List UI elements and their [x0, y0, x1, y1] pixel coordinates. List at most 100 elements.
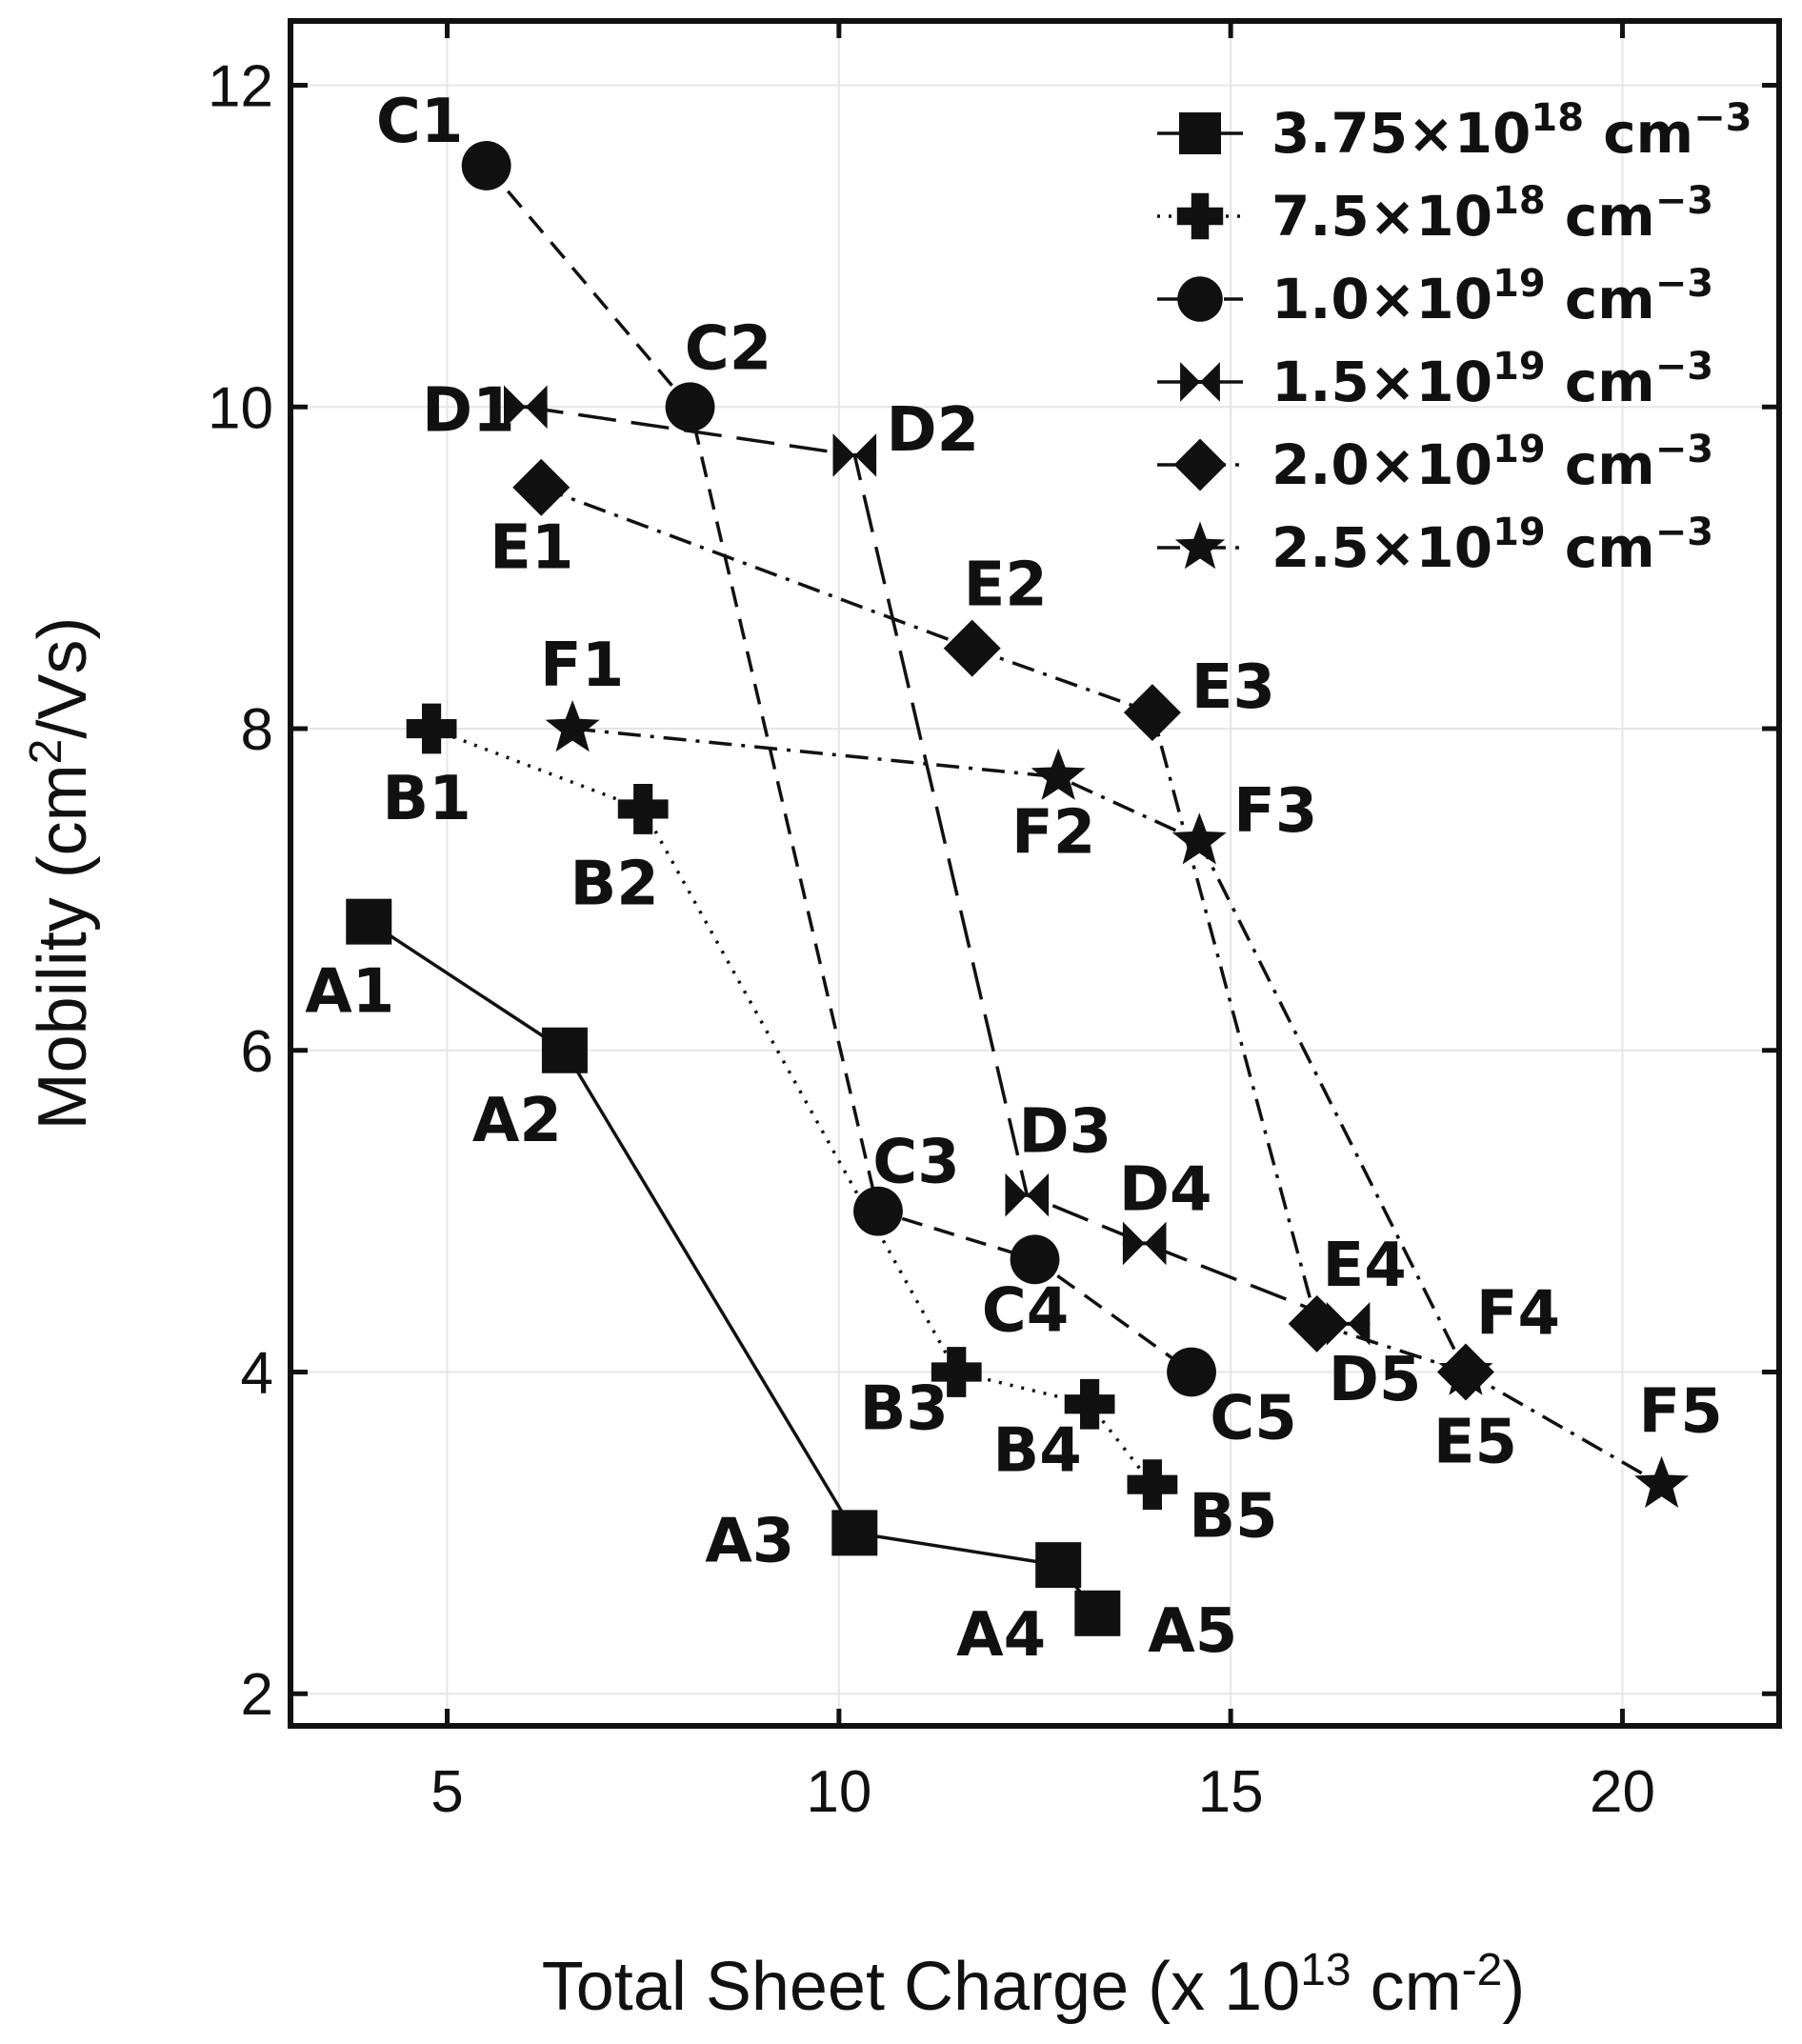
data-point-b3	[931, 1347, 982, 1397]
legend-marker	[1173, 438, 1227, 491]
point-label-d1: D1	[422, 375, 515, 446]
data-point-e4	[1288, 1294, 1346, 1353]
series-1	[346, 898, 1121, 1636]
series-4	[503, 385, 1371, 1346]
data-point-b5	[1127, 1459, 1178, 1511]
y-tick-label: 6	[241, 1019, 273, 1085]
legend-entry-3: 1.0×1019 cm−3	[1157, 262, 1713, 331]
x-axis-title: Total Sheet Charge (x 1013 cm-2)	[542, 1945, 1526, 2026]
point-label-a3: A3	[705, 1506, 794, 1576]
grid-layer	[290, 21, 1779, 1726]
data-point-f2	[1031, 748, 1086, 800]
series-3	[461, 141, 1216, 1397]
series-layer	[346, 141, 1690, 1636]
data-point-a5	[1074, 1590, 1121, 1636]
x-tick-label: 5	[430, 1759, 463, 1825]
legend-label: 1.5×1019 cm−3	[1271, 345, 1713, 414]
point-label-d3: D3	[1018, 1097, 1111, 1168]
point-label-c2: C2	[685, 313, 772, 384]
data-point-f3	[1171, 812, 1227, 865]
y-tick-label: 2	[241, 1662, 273, 1728]
data-point-d4	[1122, 1221, 1167, 1266]
y-tick-label: 12	[208, 54, 273, 120]
legend-marker	[1176, 192, 1224, 240]
data-point-b1	[406, 703, 457, 754]
legend-marker	[1174, 521, 1226, 570]
data-point-b4	[1064, 1378, 1115, 1430]
data-point-c3	[853, 1186, 903, 1236]
y-tick-label: 8	[241, 697, 273, 763]
point-label-a4: A4	[956, 1600, 1046, 1671]
point-label-b5: B5	[1189, 1482, 1277, 1553]
data-point-c1	[461, 141, 511, 190]
data-point-c2	[665, 382, 715, 432]
point-label-a2: A2	[472, 1086, 562, 1156]
point-label-c3: C3	[872, 1128, 960, 1198]
data-point-d3	[1005, 1172, 1050, 1217]
point-label-e3: E3	[1191, 652, 1275, 723]
data-point-e2	[943, 619, 1001, 677]
y-tick-label: 4	[241, 1340, 273, 1406]
point-label-a1: A1	[305, 957, 394, 1028]
data-point-d1	[503, 385, 548, 430]
legend-label: 2.5×1019 cm−3	[1271, 511, 1713, 580]
point-label-e5: E5	[1433, 1407, 1517, 1477]
legend-marker	[1177, 276, 1223, 322]
point-label-a5: A5	[1148, 1596, 1237, 1667]
point-label-e4: E4	[1323, 1231, 1407, 1301]
data-point-e1	[512, 458, 571, 516]
point-label-f2: F2	[1011, 798, 1095, 869]
data-point-f5	[1634, 1455, 1690, 1508]
y-axis-title: Mobility (cm2/Vs)	[21, 617, 102, 1131]
legend-label: 1.0×1019 cm−3	[1271, 262, 1713, 331]
series-2	[406, 703, 1178, 1511]
data-point-c4	[1010, 1234, 1060, 1285]
data-point-a1	[346, 898, 392, 945]
data-point-a4	[1035, 1542, 1082, 1589]
point-label-c1: C1	[376, 87, 464, 157]
point-label-e1: E1	[490, 513, 573, 584]
point-label-f4: F4	[1476, 1278, 1560, 1349]
legend-entry-2: 7.5×1018 cm−3	[1157, 179, 1713, 249]
legend: 3.75×1018 cm−3 7.5×1018 cm−3 1.0×1019 cm−3…	[1157, 96, 1752, 580]
y-tick-label: 10	[208, 375, 273, 441]
point-label-c4: C4	[982, 1275, 1070, 1346]
point-label-b2: B2	[571, 849, 659, 919]
data-point-f1	[545, 700, 600, 752]
point-label-c5: C5	[1210, 1383, 1297, 1453]
legend-entry-6: 2.5×1019 cm−3	[1157, 511, 1713, 580]
data-point-c5	[1167, 1347, 1216, 1397]
point-label-f5: F5	[1638, 1377, 1722, 1448]
point-label-d4: D4	[1119, 1154, 1212, 1225]
point-label-d2: D2	[886, 395, 979, 466]
point-label-b4: B4	[992, 1415, 1081, 1486]
x-tick-label: 15	[1198, 1759, 1264, 1825]
point-label-f3: F3	[1233, 776, 1317, 847]
data-point-b2	[617, 784, 669, 834]
point-label-b1: B1	[382, 764, 471, 834]
legend-marker	[1180, 362, 1220, 402]
series-5	[512, 458, 1494, 1401]
data-point-a3	[831, 1510, 878, 1556]
legend-entry-1: 3.75×1018 cm−3	[1157, 96, 1752, 166]
point-label-e2: E2	[964, 551, 1048, 621]
point-label-f1: F1	[540, 631, 624, 701]
data-point-f4	[1438, 1343, 1493, 1395]
x-tick-label: 10	[806, 1759, 871, 1825]
x-tick-label: 20	[1590, 1759, 1655, 1825]
data-point-e3	[1123, 684, 1181, 742]
plot-frame	[288, 18, 1782, 1729]
legend-marker	[1179, 112, 1221, 154]
data-point-a2	[541, 1027, 588, 1073]
point-label-b3: B3	[860, 1373, 949, 1444]
series-6	[545, 700, 1690, 1508]
legend-label: 2.0×1019 cm−3	[1271, 428, 1713, 497]
data-point-d2	[832, 433, 877, 477]
legend-entry-4: 1.5×1019 cm−3	[1157, 345, 1713, 414]
legend-entry-5: 2.0×1019 cm−3	[1157, 428, 1713, 497]
point-label-d5: D5	[1329, 1345, 1422, 1415]
legend-label: 3.75×1018 cm−3	[1271, 96, 1752, 166]
